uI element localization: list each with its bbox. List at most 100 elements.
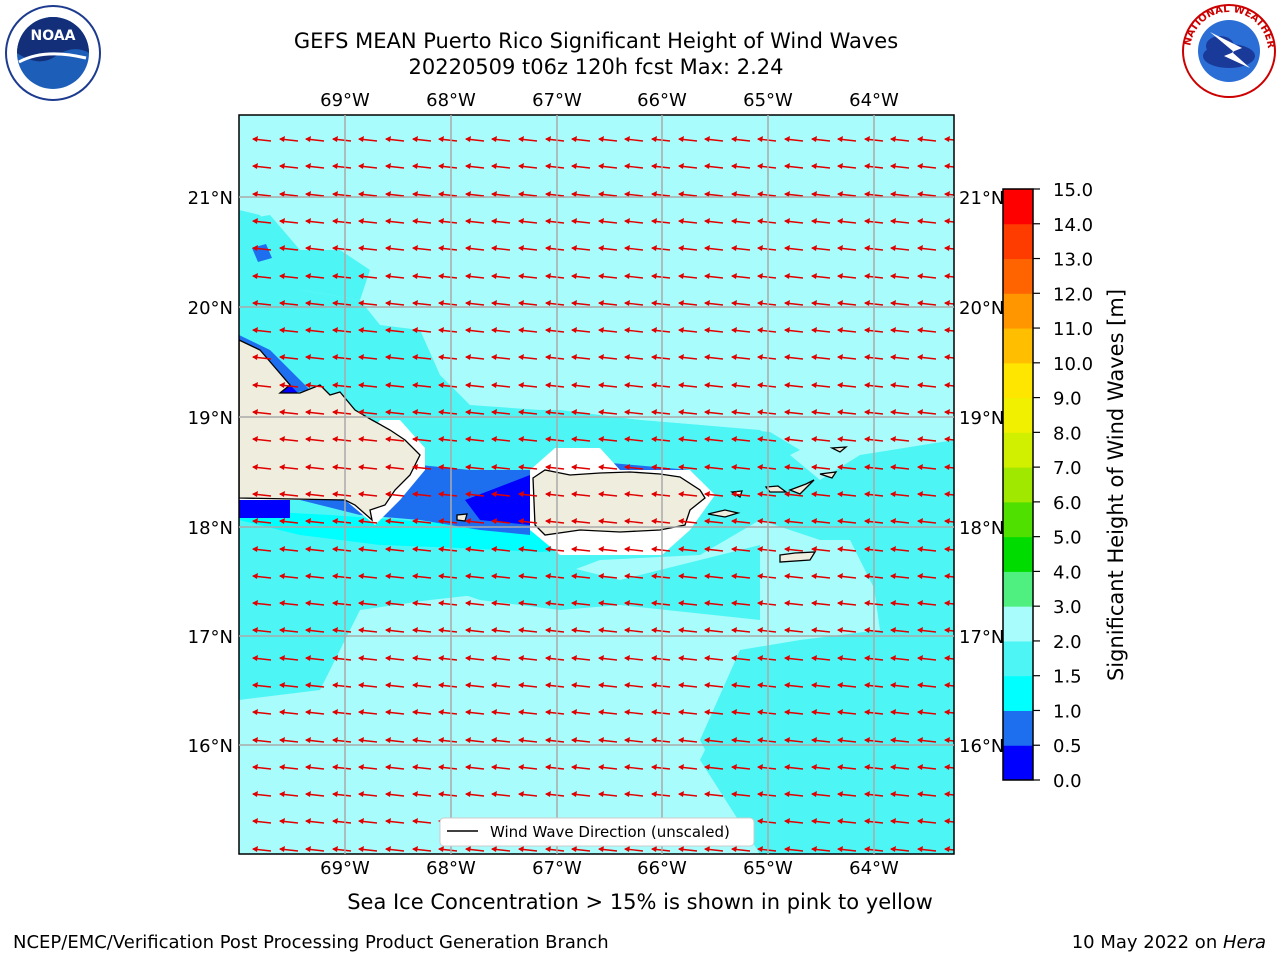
wave-arrow [917, 518, 937, 524]
wave-arrow [757, 791, 777, 797]
wave-arrow [624, 709, 644, 715]
wave-arrow [332, 464, 352, 470]
wave-arrow [678, 709, 698, 715]
wave-arrow [279, 436, 299, 442]
wave-arrow [890, 764, 910, 770]
wave-arrow [385, 627, 405, 633]
wave-arrow [651, 764, 671, 770]
wave-arrow [757, 627, 777, 633]
wave-arrow [279, 163, 299, 169]
wave-arrow [332, 327, 352, 333]
wave-arrow [944, 518, 954, 524]
colorbar-tick-label: 5.0 [1053, 528, 1082, 549]
noaa-logo-text: NOAA [31, 28, 76, 44]
wave-arrow [465, 218, 485, 224]
lon-label-bottom: 69°W [320, 858, 370, 879]
lon-label-top: 69°W [320, 90, 370, 111]
lon-label-bottom: 65°W [743, 858, 793, 879]
wave-arrow [678, 354, 698, 360]
wave-arrow [811, 300, 831, 306]
wave-arrow [518, 354, 538, 360]
wave-arrow [890, 573, 910, 579]
wave-arrow [518, 709, 538, 715]
wave-arrow [332, 273, 352, 279]
wave-arrow [651, 518, 671, 524]
wave-arrow [837, 682, 857, 688]
wave-arrow [678, 382, 698, 388]
colorbar-swatch [1003, 223, 1033, 260]
wave-arrow [491, 546, 511, 552]
wave-arrow [518, 273, 538, 279]
wave-arrow [624, 436, 644, 442]
wave-arrow [598, 382, 618, 388]
wave-arrow [518, 764, 538, 770]
wave-arrow [305, 464, 325, 470]
wave-arrow [944, 818, 954, 824]
wave-arrow [917, 191, 937, 197]
wave-arrow [465, 382, 485, 388]
wave-arrow [917, 436, 937, 442]
wave-arrow [332, 245, 352, 251]
wave-arrow [571, 682, 591, 688]
wave-arrow [412, 655, 432, 661]
wave-arrow [571, 409, 591, 415]
wave-arrow [651, 354, 671, 360]
map-figure: 69°W 68°W 67°W 66°W 65°W 64°W 69°W 68°W 67°W 66°… [188, 90, 1128, 879]
wave-arrow [837, 273, 857, 279]
wave-arrow [385, 327, 405, 333]
wave-arrow [704, 327, 724, 333]
wave-arrow [571, 600, 591, 606]
wave-arrow [784, 709, 804, 715]
colorbar-frame [1002, 188, 1034, 781]
wave-arrow [890, 491, 910, 497]
colorbar-tick-label: 12.0 [1053, 284, 1093, 305]
wave-arrow [704, 354, 724, 360]
wave-arrow [358, 191, 378, 197]
wave-arrow [252, 573, 272, 579]
wave-arrow [305, 709, 325, 715]
wave-arrow [598, 737, 618, 743]
lat-labels-left: 21°N 20°N 19°N 18°N 17°N 16°N [188, 188, 233, 757]
wave-arrow [651, 627, 671, 633]
wave-arrow [651, 163, 671, 169]
lon-label-top: 64°W [849, 90, 899, 111]
lat-label-right: 18°N [959, 518, 1004, 539]
wave-arrow [252, 464, 272, 470]
wave-arrow [890, 136, 910, 142]
wave-band-15-2-west [239, 215, 370, 300]
wave-arrow [518, 191, 538, 197]
wave-arrow [412, 791, 432, 797]
wave-arrow [944, 655, 954, 661]
wave-arrow [598, 436, 618, 442]
wave-arrow [358, 655, 378, 661]
wave-direction-arrows [252, 136, 954, 852]
land-mona [456, 513, 468, 522]
colorbar-swatch [1003, 328, 1033, 364]
wave-arrow [279, 464, 299, 470]
wave-arrow [678, 464, 698, 470]
wave-arrow [545, 327, 565, 333]
wave-arrow [598, 300, 618, 306]
wave-arrow [890, 218, 910, 224]
wave-arrow [465, 627, 485, 633]
map-legend: Wind Wave Direction (unscaled) [439, 817, 755, 847]
wave-arrow [385, 191, 405, 197]
wave-arrow [252, 518, 272, 524]
wave-arrow [545, 163, 565, 169]
colorbar-tick-label: 0.5 [1053, 736, 1082, 757]
colorbar-tick-label: 14.0 [1053, 215, 1093, 236]
wave-arrow [332, 436, 352, 442]
wave-arrow [917, 818, 937, 824]
wave-arrow [518, 846, 538, 852]
wave-arrow [252, 436, 272, 442]
wave-arrow [784, 600, 804, 606]
wave-arrow [678, 737, 698, 743]
wave-arrow [358, 464, 378, 470]
wave-arrow [438, 627, 458, 633]
wave-arrow [332, 818, 352, 824]
wave-arrow [252, 354, 272, 360]
wave-arrow [545, 709, 565, 715]
wave-arrow [358, 573, 378, 579]
wave-arrow [518, 627, 538, 633]
wave-arrow [332, 846, 352, 852]
